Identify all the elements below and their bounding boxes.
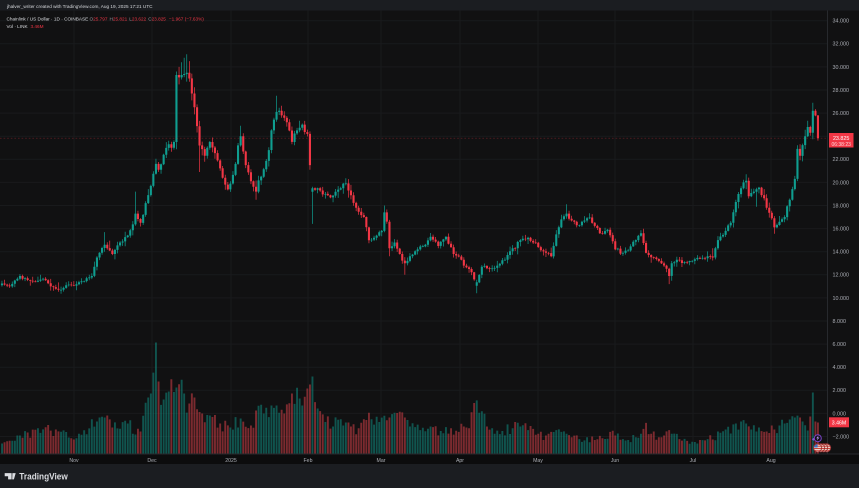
svg-text:Nov: Nov: [69, 458, 79, 464]
svg-text:Dec: Dec: [147, 458, 157, 464]
svg-text:May: May: [533, 458, 543, 464]
svg-text:0.000: 0.000: [833, 411, 847, 417]
svg-text:Mar: Mar: [377, 458, 386, 464]
svg-text:Apr: Apr: [456, 458, 464, 464]
svg-text:6.000: 6.000: [833, 342, 847, 348]
svg-text:14.000: 14.000: [833, 250, 850, 256]
svg-text:06:38:23: 06:38:23: [831, 142, 851, 148]
svg-text:2.000: 2.000: [833, 388, 847, 394]
svg-text:4.000: 4.000: [833, 365, 847, 371]
svg-text:Feb: Feb: [304, 458, 313, 464]
svg-text:Aug: Aug: [766, 458, 775, 464]
svg-text:Jun: Jun: [611, 458, 619, 464]
svg-text:32.000: 32.000: [833, 42, 850, 48]
svg-text:3.46M: 3.46M: [31, 24, 44, 29]
svg-text:18.000: 18.000: [833, 203, 850, 209]
svg-text:23.825: 23.825: [833, 136, 850, 142]
svg-text:jhalver_writer created with Tr: jhalver_writer created with TradingView.…: [6, 4, 153, 9]
svg-text:−2.000: −2.000: [833, 434, 850, 440]
svg-text:12.000: 12.000: [833, 273, 850, 279]
svg-text:2025: 2025: [225, 458, 237, 464]
svg-text:16.000: 16.000: [833, 227, 850, 233]
svg-text:22.000: 22.000: [833, 157, 850, 163]
svg-text:20.000: 20.000: [833, 180, 850, 186]
svg-text:Chainlink / US Dollar · 1D · C: Chainlink / US Dollar · 1D · COINBASE: [7, 16, 89, 21]
svg-text:Jul: Jul: [690, 458, 697, 464]
svg-text:30.000: 30.000: [833, 65, 850, 71]
svg-text:8.000: 8.000: [833, 319, 847, 325]
svg-text:34.000: 34.000: [833, 19, 850, 25]
svg-text:28.000: 28.000: [833, 88, 850, 94]
svg-text:26.000: 26.000: [833, 111, 850, 117]
svg-text:Vol · LINK: Vol · LINK: [7, 24, 29, 29]
svg-text:TradingView: TradingView: [19, 472, 68, 483]
svg-text:10.000: 10.000: [833, 296, 850, 302]
svg-text:3.46M: 3.46M: [832, 421, 846, 427]
